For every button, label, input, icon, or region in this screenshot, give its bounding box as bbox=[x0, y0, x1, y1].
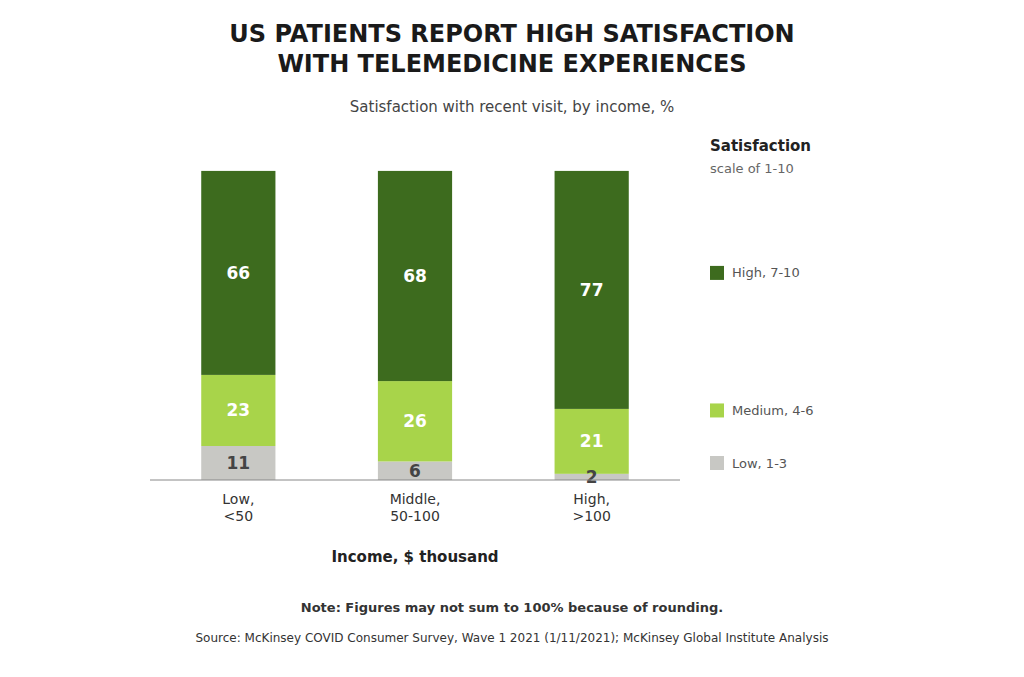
x-axis-label: Income, $ thousand bbox=[331, 548, 498, 566]
bar-segment bbox=[378, 171, 452, 381]
legend-title: Satisfaction bbox=[710, 137, 811, 155]
subtitle: Satisfaction with recent visit, by incom… bbox=[350, 98, 674, 116]
legend-swatch bbox=[710, 456, 724, 470]
bar-segment bbox=[555, 409, 629, 474]
x-axis-line bbox=[150, 480, 680, 481]
data-label: 6 bbox=[409, 461, 421, 481]
data-label: 2 bbox=[586, 467, 598, 487]
data-label: 11 bbox=[226, 453, 250, 473]
legend-swatch bbox=[710, 403, 724, 417]
data-label: 66 bbox=[226, 263, 250, 283]
title: US PATIENTS REPORT HIGH SATISFACTIONWITH… bbox=[229, 20, 794, 78]
x-tick-label: Low,<50 bbox=[222, 491, 254, 524]
legend-entry: Medium, 4-6 bbox=[732, 403, 813, 418]
data-label: 77 bbox=[580, 280, 604, 300]
legend: Satisfaction scale of 1-10 Low, 1-3 Medium,… bbox=[710, 137, 813, 471]
bar-segment bbox=[555, 171, 629, 409]
x-axis: Low,<50 Middle,50-100 High,>100 bbox=[150, 480, 680, 524]
data-label: 21 bbox=[580, 431, 604, 451]
data-label: 68 bbox=[403, 266, 427, 286]
bar-segment bbox=[378, 381, 452, 461]
bars bbox=[201, 171, 629, 480]
bar-segment bbox=[378, 461, 452, 480]
note: Note: Figures may not sum to 100% becaus… bbox=[301, 600, 723, 615]
legend-swatch bbox=[710, 266, 724, 280]
bar-segment bbox=[201, 375, 275, 446]
x-tick-label: Middle,50-100 bbox=[390, 491, 441, 524]
chart: US PATIENTS REPORT HIGH SATISFACTIONWITH… bbox=[0, 0, 1024, 677]
bar-segment bbox=[201, 171, 275, 375]
source: Source: McKinsey COVID Consumer Survey, … bbox=[196, 631, 829, 645]
data-label: 26 bbox=[403, 411, 427, 431]
legend-entry: High, 7-10 bbox=[732, 265, 800, 280]
legend-entry: Low, 1-3 bbox=[732, 456, 787, 471]
data-label: 23 bbox=[226, 400, 250, 420]
legend-subtitle: scale of 1-10 bbox=[710, 161, 794, 176]
data-labels: 1123666266822177 bbox=[226, 263, 603, 487]
x-tick-label: High,>100 bbox=[572, 491, 610, 524]
bar-segment bbox=[201, 446, 275, 480]
